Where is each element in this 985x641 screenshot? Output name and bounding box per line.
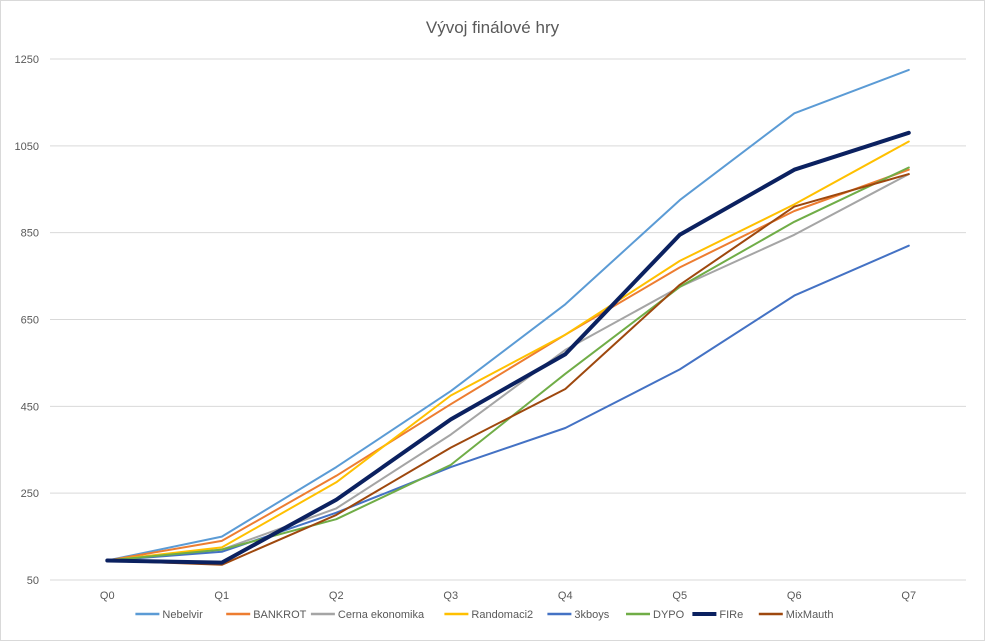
series-line-fire bbox=[105, 130, 911, 565]
legend-item: FIRe bbox=[692, 609, 743, 621]
y-tick-label: 850 bbox=[21, 228, 39, 240]
legend-label: 3kboys bbox=[574, 609, 609, 621]
series-lines bbox=[105, 68, 911, 566]
legend-item: BANKROT bbox=[226, 609, 307, 621]
legend-item: Cerna ekonomika bbox=[310, 609, 425, 621]
legend-label: BANKROT bbox=[253, 609, 306, 621]
y-tick-label: 50 bbox=[27, 575, 39, 587]
x-axis-ticks: Q0 Q1 Q2 Q3 Q4 Q5 Q6 Q7 bbox=[100, 590, 916, 602]
series-line-randomaci2 bbox=[106, 140, 910, 562]
legend-label: DYPO bbox=[653, 609, 685, 621]
legend-item: Nebelvir bbox=[135, 609, 203, 621]
chart-title: Vývoj finálové hry bbox=[425, 18, 560, 37]
legend: Nebelvir BANKROT Cerna ekonomika Randomaci2… bbox=[135, 609, 833, 621]
x-tick-label: Q4 bbox=[558, 590, 573, 602]
x-tick-label: Q6 bbox=[787, 590, 802, 602]
legend-item: Randomaci2 bbox=[444, 609, 533, 621]
x-tick-label: Q7 bbox=[901, 590, 916, 602]
x-tick-label: Q0 bbox=[100, 590, 115, 602]
series-line-mixmauth bbox=[106, 173, 910, 566]
x-tick-label: Q5 bbox=[672, 590, 687, 602]
y-tick-label: 650 bbox=[21, 315, 39, 327]
y-axis-ticks: 50 250 450 650 850 1050 1250 bbox=[15, 54, 39, 587]
x-tick-label: Q3 bbox=[443, 590, 458, 602]
legend-item: DYPO bbox=[626, 609, 685, 621]
y-tick-label: 1050 bbox=[15, 141, 39, 153]
y-tick-label: 450 bbox=[21, 401, 39, 413]
series-line-3kboys bbox=[106, 244, 910, 562]
legend-item: 3kboys bbox=[547, 609, 610, 621]
series-line-nebelvir bbox=[106, 68, 910, 562]
legend-label: Cerna ekonomika bbox=[338, 609, 425, 621]
legend-label: FIRe bbox=[719, 609, 743, 621]
x-tick-label: Q1 bbox=[214, 590, 229, 602]
legend-label: Randomaci2 bbox=[471, 609, 533, 621]
y-tick-label: 1250 bbox=[15, 54, 39, 66]
legend-label: MixMauth bbox=[786, 609, 834, 621]
y-tick-label: 250 bbox=[21, 488, 39, 500]
gridlines bbox=[50, 58, 966, 581]
legend-item: MixMauth bbox=[758, 609, 834, 621]
x-tick-label: Q2 bbox=[329, 590, 344, 602]
legend-label: Nebelvir bbox=[162, 609, 203, 621]
series-line-cerna-ekonomika bbox=[106, 173, 910, 562]
